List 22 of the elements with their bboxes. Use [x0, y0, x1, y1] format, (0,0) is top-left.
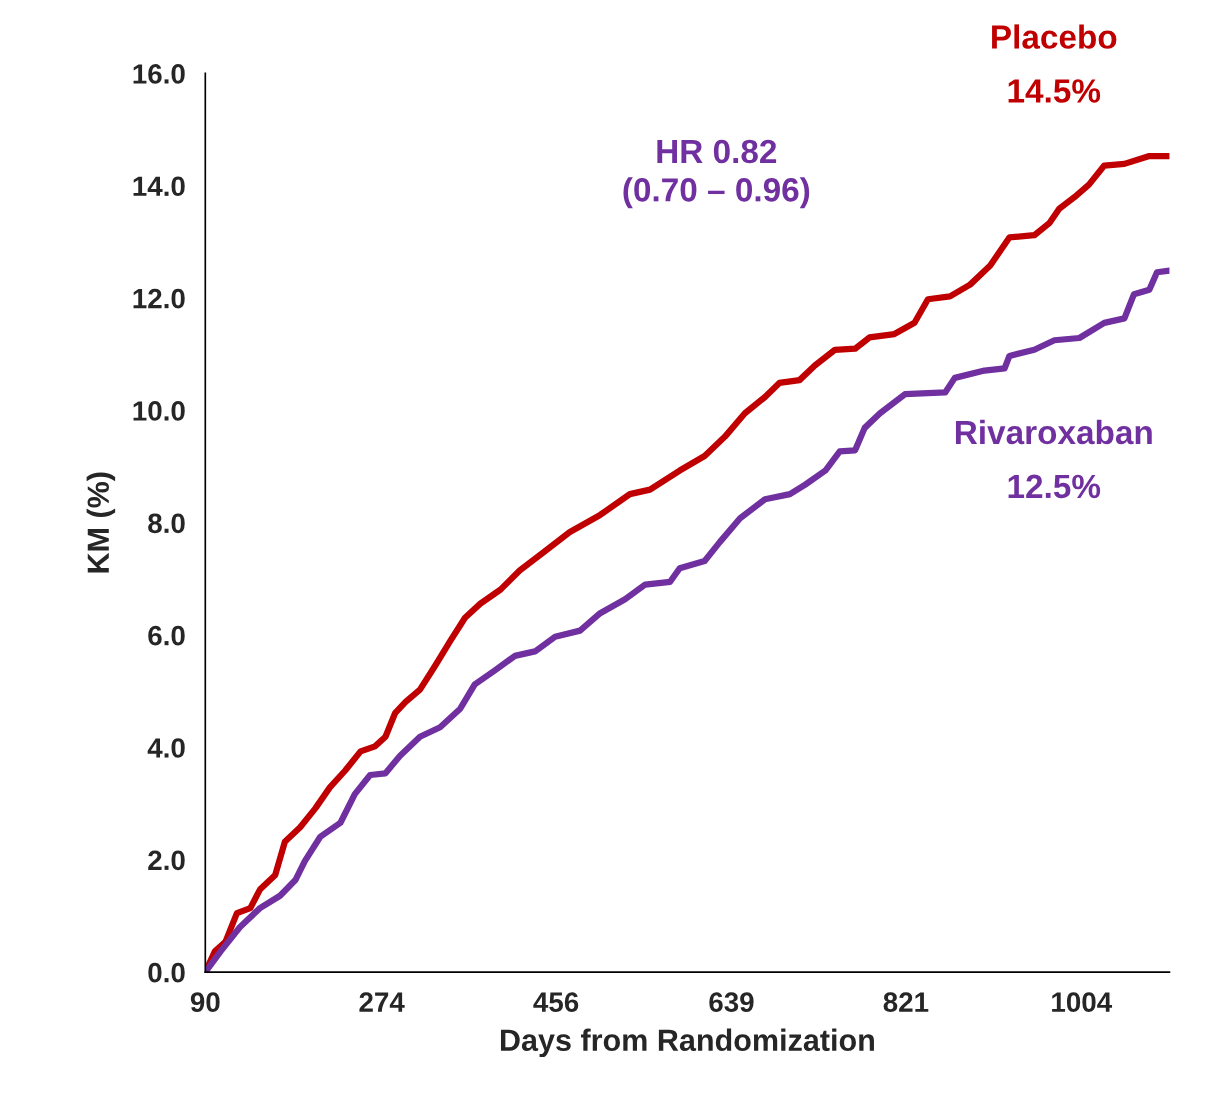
- text: Placebo: [992, 24, 1117, 49]
- x-tick-label: 1004: [1052, 992, 1113, 1012]
- x-tick-label: 456: [533, 992, 579, 1012]
- y-tick-label: 8.0: [148, 513, 185, 534]
- y-tick-label: 14.0: [133, 176, 185, 197]
- y-tick-label: 10.0: [133, 401, 185, 421]
- x-axis-title: Days from Randomization: [500, 1028, 874, 1058]
- y-tick-label: 12.0: [133, 288, 185, 309]
- y-axis-title: KM (%): [86, 472, 116, 573]
- y-tick-label: 16.0: [133, 64, 185, 84]
- y-tick-label: 0.0: [148, 962, 185, 983]
- annotation: HR 0.82 (0.70 – 0.96): [623, 139, 810, 209]
- x-tick-label: 90: [190, 992, 220, 1012]
- y-tick-label: 4.0: [147, 738, 185, 758]
- annotation: 12.5%: [1008, 474, 1101, 499]
- series-label: Rivaroxaban: [955, 419, 1152, 445]
- y-tick-label: 6.0: [148, 625, 185, 646]
- x-tick-label: 821: [883, 992, 929, 1012]
- annotation: 14.5%: [1008, 79, 1101, 103]
- x-tick-label: 639: [709, 992, 754, 1013]
- y-tick-label: 2.0: [148, 850, 185, 871]
- x-tick-label: 274: [359, 992, 405, 1012]
